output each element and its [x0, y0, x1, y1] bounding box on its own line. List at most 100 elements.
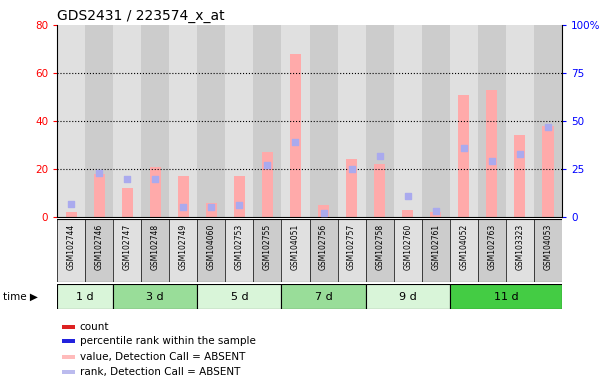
Bar — [450, 219, 478, 282]
Bar — [113, 219, 141, 282]
Bar — [281, 284, 365, 309]
Text: GSM104053: GSM104053 — [543, 224, 552, 270]
Point — [234, 202, 244, 209]
Point — [319, 210, 328, 216]
Bar — [346, 159, 357, 217]
Point — [66, 200, 76, 207]
Text: count: count — [80, 322, 109, 332]
Bar — [94, 174, 105, 217]
Text: value, Detection Call = ABSENT: value, Detection Call = ABSENT — [80, 352, 245, 362]
Point — [459, 145, 469, 151]
Bar — [394, 25, 422, 217]
Bar — [422, 25, 450, 217]
Bar — [338, 219, 365, 282]
Text: GSM102761: GSM102761 — [432, 224, 440, 270]
Bar — [478, 219, 506, 282]
Bar — [62, 339, 75, 343]
Point — [543, 124, 553, 130]
Bar — [365, 284, 450, 309]
Point — [431, 208, 441, 214]
Text: GSM102758: GSM102758 — [375, 224, 384, 270]
Point — [178, 204, 188, 210]
Point — [515, 151, 525, 157]
Point — [207, 204, 216, 210]
Text: GSM102755: GSM102755 — [263, 224, 272, 270]
Point — [263, 162, 272, 168]
Bar — [62, 325, 75, 329]
Bar — [374, 164, 385, 217]
Bar — [113, 284, 197, 309]
Text: GSM102748: GSM102748 — [151, 224, 160, 270]
Text: 11 d: 11 d — [493, 291, 518, 302]
Bar — [150, 167, 161, 217]
Bar — [225, 25, 254, 217]
Bar — [62, 355, 75, 359]
Text: GSM104060: GSM104060 — [207, 224, 216, 270]
Text: GSM102747: GSM102747 — [123, 224, 132, 270]
Text: GDS2431 / 223574_x_at: GDS2431 / 223574_x_at — [57, 8, 225, 23]
Text: GSM102744: GSM102744 — [67, 224, 76, 270]
Bar — [234, 176, 245, 217]
Text: rank, Detection Call = ABSENT: rank, Detection Call = ABSENT — [80, 367, 240, 377]
Bar — [458, 94, 469, 217]
Text: 3 d: 3 d — [147, 291, 164, 302]
Bar — [62, 370, 75, 374]
Point — [403, 193, 412, 199]
Bar — [281, 219, 310, 282]
Bar — [318, 205, 329, 217]
Point — [347, 166, 356, 172]
Bar — [534, 25, 562, 217]
Bar — [254, 219, 281, 282]
Bar — [197, 25, 225, 217]
Text: GSM102757: GSM102757 — [347, 224, 356, 270]
Bar — [365, 25, 394, 217]
Text: 1 d: 1 d — [76, 291, 94, 302]
Bar — [422, 219, 450, 282]
Text: GSM102746: GSM102746 — [95, 224, 103, 270]
Point — [487, 158, 496, 164]
Text: GSM103323: GSM103323 — [516, 224, 524, 270]
Bar — [113, 25, 141, 217]
Text: GSM102749: GSM102749 — [179, 224, 188, 270]
Text: 9 d: 9 d — [399, 291, 416, 302]
Text: GSM102756: GSM102756 — [319, 224, 328, 270]
Point — [123, 175, 132, 182]
Bar — [178, 176, 189, 217]
Text: GSM104052: GSM104052 — [459, 224, 468, 270]
Text: GSM102760: GSM102760 — [403, 224, 412, 270]
Bar — [85, 219, 113, 282]
Bar — [542, 126, 554, 217]
Text: time ▶: time ▶ — [3, 291, 38, 302]
Bar — [141, 219, 169, 282]
Bar — [486, 90, 498, 217]
Bar — [121, 188, 133, 217]
Bar — [402, 210, 413, 217]
Bar — [57, 219, 85, 282]
Text: percentile rank within the sample: percentile rank within the sample — [80, 336, 255, 346]
Bar — [141, 25, 169, 217]
Bar — [254, 25, 281, 217]
Bar — [310, 219, 338, 282]
Bar — [478, 25, 506, 217]
Bar — [365, 219, 394, 282]
Point — [375, 152, 385, 159]
Text: GSM104051: GSM104051 — [291, 224, 300, 270]
Bar — [85, 25, 113, 217]
Text: 7 d: 7 d — [315, 291, 332, 302]
Bar — [262, 152, 273, 217]
Bar — [66, 212, 77, 217]
Bar — [430, 212, 441, 217]
Bar — [338, 25, 365, 217]
Text: GSM102763: GSM102763 — [487, 224, 496, 270]
Bar — [394, 219, 422, 282]
Bar — [514, 136, 525, 217]
Point — [291, 139, 300, 145]
Bar — [310, 25, 338, 217]
Bar — [290, 54, 301, 217]
Bar — [225, 219, 254, 282]
Bar — [197, 284, 281, 309]
Bar — [450, 25, 478, 217]
Bar — [506, 219, 534, 282]
Bar — [197, 219, 225, 282]
Text: 5 d: 5 d — [231, 291, 248, 302]
